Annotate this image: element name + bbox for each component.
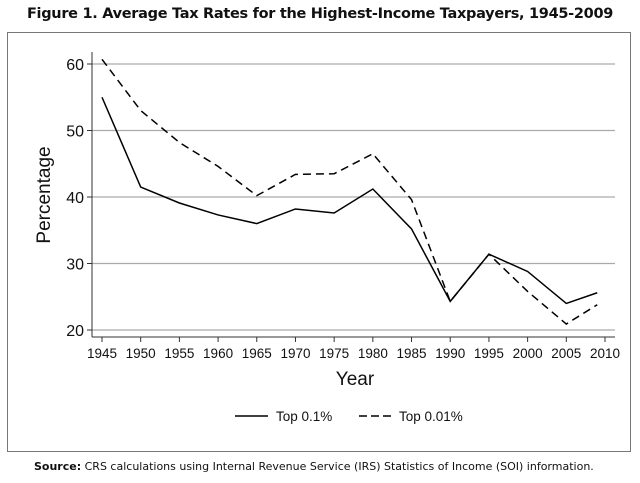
y-tick-label: 20 xyxy=(66,323,84,340)
source-note: Source: CRS calculations using Internal … xyxy=(34,460,594,473)
chart-title: Figure 1. Average Tax Rates for the High… xyxy=(26,6,614,22)
source-text: CRS calculations using Internal Revenue … xyxy=(81,460,594,473)
series-line-top-0-1 xyxy=(101,96,598,305)
legend-label: Top 0.1% xyxy=(276,409,332,424)
x-tick-label: 1945 xyxy=(87,346,117,361)
x-tick-label: 1975 xyxy=(319,346,349,361)
x-tick-label: 1960 xyxy=(203,346,233,361)
chart-frame xyxy=(7,32,631,452)
source-label: Source: xyxy=(34,460,82,473)
y-tick-label: 60 xyxy=(66,57,84,74)
legend-label: Top 0.01% xyxy=(399,409,463,424)
x-tick-label: 1965 xyxy=(242,346,272,361)
x-tick-label: 2000 xyxy=(513,346,543,361)
y-tick-label: 50 xyxy=(66,124,84,141)
x-tick-label: 1995 xyxy=(474,346,504,361)
x-tick-label: 1985 xyxy=(397,346,427,361)
x-tick-label: 2005 xyxy=(551,346,581,361)
series-line-top-0-01 xyxy=(101,58,598,325)
x-tick-label: 1990 xyxy=(435,346,465,361)
y-tick-label: 30 xyxy=(66,257,84,274)
x-axis-label: Year xyxy=(336,369,375,390)
x-tick-label: 2010 xyxy=(590,346,620,361)
x-tick-label: 1970 xyxy=(280,346,310,361)
x-tick-label: 1955 xyxy=(164,346,194,361)
x-tick-label: 1980 xyxy=(358,346,388,361)
y-tick-label: 40 xyxy=(66,190,84,207)
x-tick-label: 1950 xyxy=(126,346,156,361)
y-axis-label: Percentage xyxy=(34,146,55,243)
